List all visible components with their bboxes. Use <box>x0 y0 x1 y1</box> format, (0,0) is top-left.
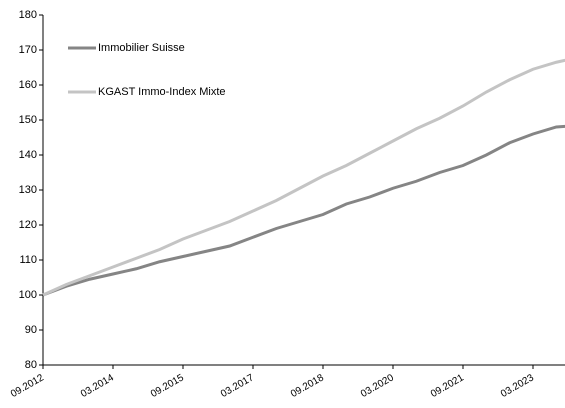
y-tick-label: 90 <box>25 324 37 336</box>
y-tick-label: 130 <box>19 184 37 196</box>
x-tick-label: 03.2023 <box>499 372 536 400</box>
x-tick-label: 03.2014 <box>79 372 116 400</box>
y-tick-label: 150 <box>19 114 37 126</box>
y-tick-label: 110 <box>19 254 37 266</box>
legend-label: KGAST Immo-Index Mixte <box>98 86 226 98</box>
y-tick-label: 160 <box>19 79 37 91</box>
y-tick-label: 100 <box>19 289 37 301</box>
x-tick-label: 03.2020 <box>359 372 396 400</box>
x-tick-label: 09.2015 <box>149 372 186 400</box>
x-tick-label: 09.2021 <box>429 372 466 400</box>
y-tick-label: 120 <box>19 219 37 231</box>
y-tick-label: 170 <box>19 44 37 56</box>
x-tick-label: 03.2017 <box>219 372 256 400</box>
x-tick-label: 09.2012 <box>9 372 46 400</box>
series-line <box>42 124 565 297</box>
y-tick-label: 80 <box>25 359 37 371</box>
y-tick-label: 180 <box>19 9 37 21</box>
x-tick-label: 09.2018 <box>289 372 326 400</box>
legend-label: Immobilier Suisse <box>98 42 185 54</box>
y-tick-label: 140 <box>19 149 37 161</box>
series-line <box>42 58 565 297</box>
